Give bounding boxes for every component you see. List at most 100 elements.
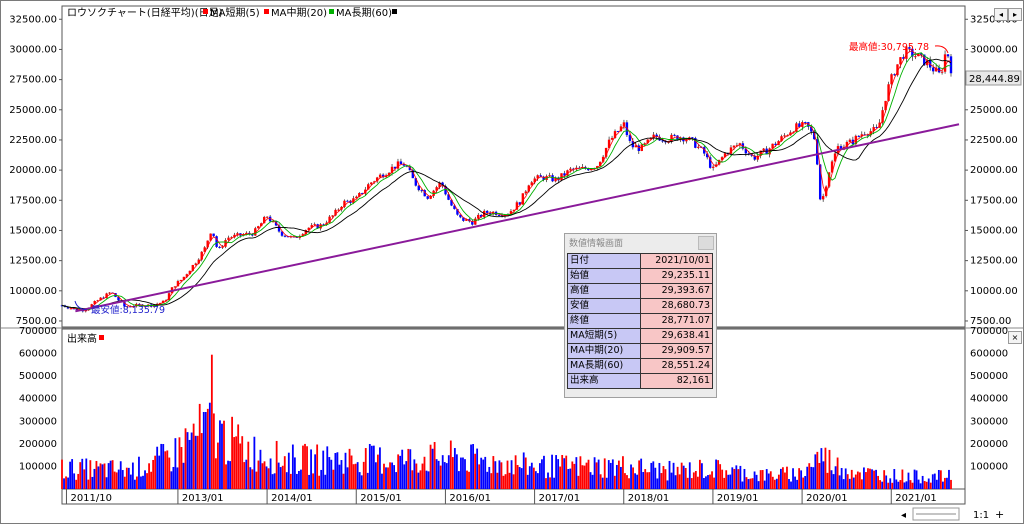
zoom-in-button[interactable]: + [995,508,1004,521]
candle-body [509,211,513,215]
volume-bar [330,459,333,489]
volume-bar [482,459,485,489]
date-tick-label: 2021/01 [895,493,937,504]
volume-bar [561,455,564,489]
zoom-slider-end[interactable]: ◂ [901,510,906,521]
volume-bar [208,402,211,489]
low-annotation-arrow [74,300,88,311]
volume-bar [148,463,150,489]
volume-bar [275,440,278,489]
volume-bar [324,474,327,489]
volume-bar [622,456,624,489]
volume-bar [875,469,877,489]
volume-bar [946,477,948,489]
volume-bar [389,462,391,489]
volume-bar [611,459,614,489]
volume-bar [435,459,438,489]
volume-bar [899,480,902,489]
candle-body [343,200,346,207]
volume-bar [658,462,661,489]
volume-bar [494,461,497,489]
volume-bar [464,459,466,489]
volume-bar [427,471,430,489]
ma-long-line [61,58,952,310]
candle-body [646,139,649,144]
volume-bar [366,472,369,489]
candle-body [399,161,403,165]
candle-body [262,217,266,224]
volume-bar [824,447,827,489]
candle-body [792,131,795,133]
volume-bar [160,443,163,489]
volume-bar [528,466,531,489]
candle-body [518,202,522,205]
volume-bar [779,468,782,489]
candle-body [310,225,313,228]
price-tick-label-left: 30000.00 [9,44,57,55]
volume-bar [372,445,375,489]
candle-body [72,308,76,310]
info-row-value: 28,680.73 [640,298,713,314]
volume-tick-label-right: 100000 [970,461,1008,472]
candle-body [123,301,126,307]
candle-body [601,156,605,162]
candle-body [789,132,792,136]
volume-bar [901,469,904,489]
candle-body [923,54,926,66]
candle-body [367,184,370,190]
ma-short-line [61,50,952,311]
candle-body [807,122,810,127]
volume-bar [749,478,752,489]
volume-bar [692,472,695,489]
volume-bar [180,447,183,489]
candle-body [304,230,308,235]
candle-body [402,164,406,166]
candle-body [206,240,209,248]
candle-body [361,192,364,194]
price-tick-label-right: 25000.00 [970,105,1018,116]
candle-body [331,215,334,217]
volume-bar [91,476,94,489]
volume-bar [755,474,758,489]
volume-bar [217,442,219,489]
volume-bar [788,479,790,489]
volume-bar [326,446,329,489]
info-panel-title: 数値情報画面 [569,239,624,249]
candle-body [408,166,412,171]
candle-body [949,56,953,74]
volume-bar [530,462,533,489]
volume-bar [437,460,440,489]
volume-bar [245,459,248,489]
volume-bar [300,469,302,489]
candle-body [940,71,944,73]
candle-body [393,166,397,169]
info-panel-close-button[interactable] [698,236,714,250]
volume-bar [237,424,240,489]
candle-body [753,155,756,160]
volume-bar [101,464,104,489]
candle-body [280,231,284,236]
candle-body [105,293,108,299]
scroll-right-button[interactable]: ▸ [1008,8,1022,21]
date-tick-label: 2018/01 [628,493,670,504]
trendline[interactable] [75,123,960,313]
volume-bar [579,456,582,489]
info-panel[interactable]: 数値情報画面 日付 2021/10/01 始値 29,235.11 高値 29,393.6… [564,233,717,398]
volume-bar [253,436,256,489]
volume-bar [194,435,197,489]
volume-bar [204,412,207,489]
volume-bar [846,474,849,489]
scroll-left-button[interactable]: ◂ [994,8,1008,21]
candle-body [420,190,423,192]
volume-bar [794,476,796,489]
volume-bar [227,460,229,489]
close-button[interactable]: × [1008,331,1022,344]
candle-body [816,139,819,165]
candle-body [747,153,751,155]
volume-bar [701,463,703,489]
volume-bar [790,481,792,489]
volume-bar [265,466,268,489]
volume-bar [739,465,742,489]
volume-bar [935,479,938,489]
